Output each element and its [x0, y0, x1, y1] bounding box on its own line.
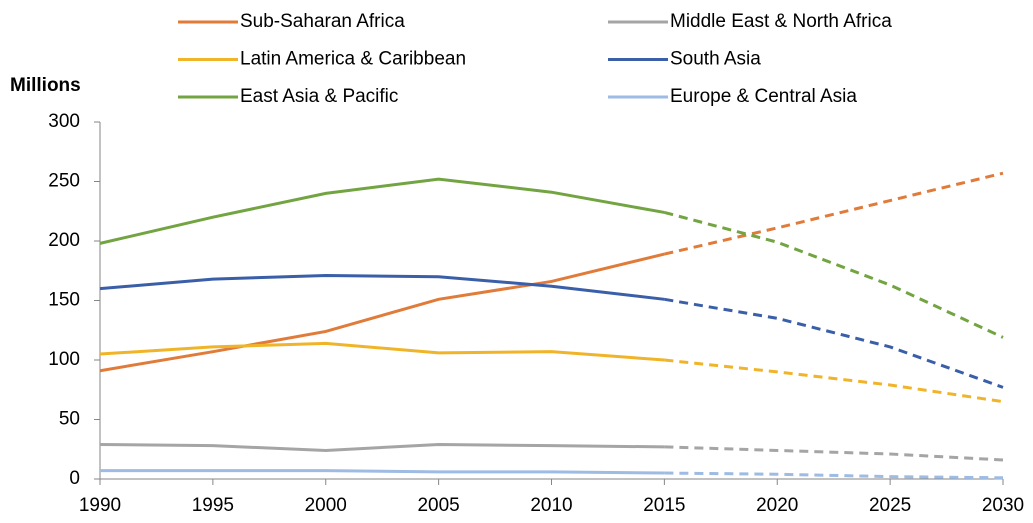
series-line-projection	[664, 471, 1004, 480]
series-line-projection	[664, 297, 1004, 389]
x-tick-label: 2000	[305, 495, 347, 516]
y-tick-label: 150	[48, 290, 80, 311]
series-line	[100, 469, 665, 475]
y-tick-label: 300	[48, 111, 80, 132]
series-line	[99, 177, 665, 245]
x-tick-label: 2030	[982, 495, 1024, 516]
x-tick-label: 2015	[643, 495, 685, 516]
series-line	[99, 341, 665, 362]
x-tick-label: 2020	[756, 495, 798, 516]
series-line-projection	[664, 445, 1004, 462]
series-line	[99, 442, 665, 452]
x-tick-label: 2010	[530, 495, 572, 516]
series-line-projection	[664, 358, 1004, 404]
y-tick-label: 200	[48, 230, 80, 251]
x-tick-label: 2025	[869, 495, 911, 516]
series-line-projection	[663, 210, 1004, 339]
x-tick-label: 1995	[192, 495, 234, 516]
y-tick-label: 100	[48, 349, 80, 370]
series-line	[99, 274, 665, 301]
y-tick-label: 0	[69, 468, 80, 489]
x-tick-label: 2005	[417, 495, 459, 516]
y-axis-label: Millions	[10, 75, 81, 96]
series-line-projection	[664, 171, 1004, 256]
series-line	[99, 252, 665, 373]
legend-label: Middle East & North Africa	[670, 11, 892, 32]
legend-label: Sub-Saharan Africa	[240, 11, 405, 32]
y-tick-label: 50	[59, 409, 80, 430]
legend-label: South Asia	[670, 49, 761, 70]
legend-label: East Asia & Pacific	[240, 86, 398, 107]
y-tick-label: 250	[48, 171, 80, 192]
x-tick-label: 1990	[79, 495, 121, 516]
legend-label: Europe & Central Asia	[670, 86, 857, 107]
legend-label: Latin America & Caribbean	[240, 49, 466, 70]
